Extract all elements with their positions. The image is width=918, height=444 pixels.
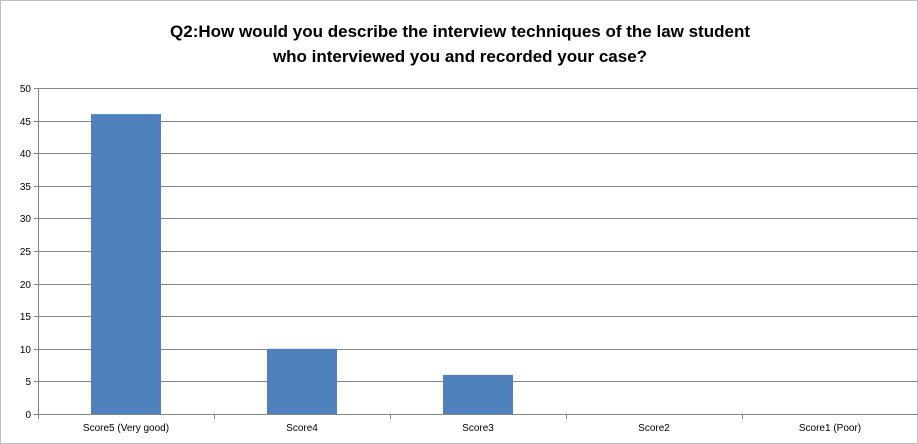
x-tick-label: Score4 (286, 423, 318, 434)
gridlines (38, 88, 918, 382)
x-tick-label: Score5 (Very good) (83, 423, 169, 434)
y-tick-label: 20 (20, 280, 32, 291)
chart-title: Q2:How would you describe the interview … (1, 19, 918, 69)
y-tick-label: 10 (20, 345, 32, 356)
y-tick-label: 45 (20, 117, 32, 128)
bars (91, 114, 513, 414)
x-tick-label: Score3 (462, 423, 494, 434)
y-tick-label: 25 (20, 247, 32, 258)
axes (34, 88, 918, 419)
chart-title-line-1: Q2:How would you describe the interview … (170, 22, 750, 41)
bar-1 (91, 114, 161, 414)
bar-3 (443, 374, 513, 414)
x-tick-label: Score2 (638, 423, 670, 434)
y-tick-label: 15 (20, 312, 32, 323)
y-tick-label: 50 (20, 84, 32, 95)
x-tick-labels: Score5 (Very good) Score4 Score3 Score2 Scor… (83, 423, 861, 434)
bar-2 (267, 348, 337, 414)
y-tick-label: 40 (20, 149, 32, 160)
y-tick-label: 35 (20, 182, 32, 193)
y-tick-label: 30 (20, 214, 32, 225)
chart-title-line-2: who interviewed you and recorded your ca… (272, 47, 648, 66)
y-tick-label: 0 (25, 410, 31, 421)
y-tick-labels: 0 5 10 15 20 25 30 35 40 45 50 (20, 84, 32, 421)
x-tick-label: Score1 (Poor) (799, 423, 861, 434)
y-tick-label: 5 (25, 377, 31, 388)
